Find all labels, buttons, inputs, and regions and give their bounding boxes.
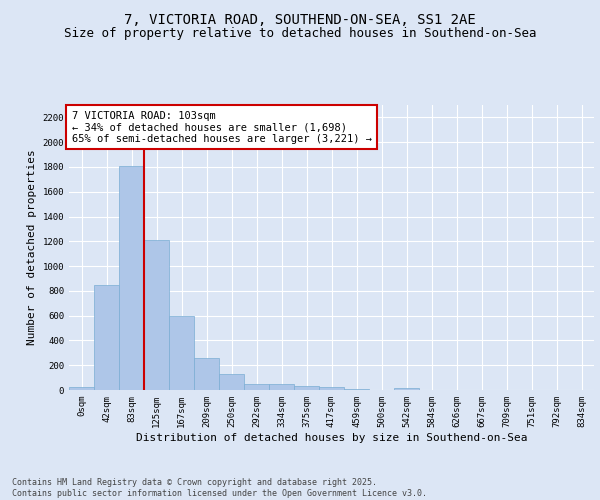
Bar	[219, 374, 244, 390]
Text: 7, VICTORIA ROAD, SOUTHEND-ON-SEA, SS1 2AE: 7, VICTORIA ROAD, SOUTHEND-ON-SEA, SS1 2…	[124, 12, 476, 26]
Bar	[294, 386, 319, 390]
Text: Contains HM Land Registry data © Crown copyright and database right 2025.
Contai: Contains HM Land Registry data © Crown c…	[12, 478, 427, 498]
Bar	[269, 384, 294, 390]
Bar	[69, 387, 94, 390]
Y-axis label: Number of detached properties: Number of detached properties	[27, 150, 37, 346]
Text: Size of property relative to detached houses in Southend-on-Sea: Size of property relative to detached ho…	[64, 28, 536, 40]
Bar	[144, 240, 169, 390]
Bar	[319, 388, 344, 390]
Bar	[94, 286, 119, 390]
Text: 7 VICTORIA ROAD: 103sqm
← 34% of detached houses are smaller (1,698)
65% of semi: 7 VICTORIA ROAD: 103sqm ← 34% of detache…	[71, 110, 371, 144]
Bar	[394, 388, 419, 390]
Bar	[344, 389, 369, 390]
Bar	[169, 316, 194, 390]
Bar	[119, 166, 144, 390]
X-axis label: Distribution of detached houses by size in Southend-on-Sea: Distribution of detached houses by size …	[136, 432, 527, 442]
Bar	[194, 358, 219, 390]
Bar	[244, 384, 269, 390]
